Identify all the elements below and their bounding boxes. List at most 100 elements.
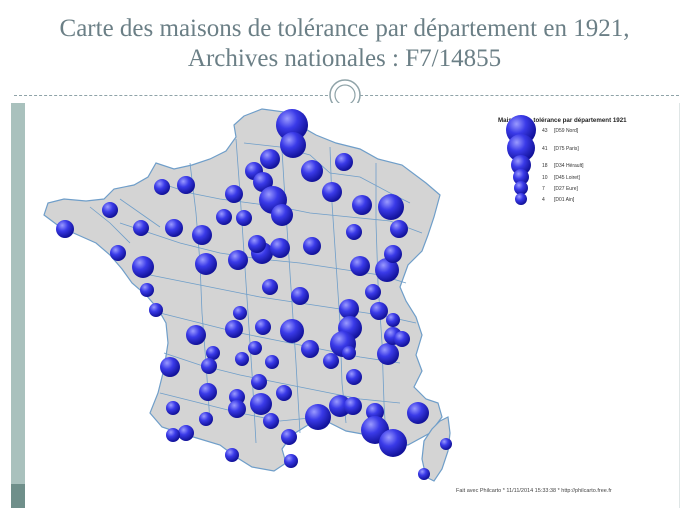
bubble-layer <box>56 109 452 480</box>
department-bubble <box>140 283 154 297</box>
department-bubble <box>132 256 154 278</box>
department-bubble <box>375 258 399 282</box>
legend-title: Maisons de tolérance par département 192… <box>498 117 627 124</box>
department-bubble <box>160 357 180 377</box>
department-bubble <box>225 320 243 338</box>
department-bubble <box>346 224 362 240</box>
department-bubble <box>440 438 452 450</box>
department-bubble <box>390 220 408 238</box>
department-bubble <box>342 346 356 360</box>
department-bubble <box>386 313 400 327</box>
legend-label: [D45 Loiret] <box>554 175 580 181</box>
department-bubble <box>195 253 217 275</box>
title-line-1: Carte des maisons de tolérance par dépar… <box>59 15 630 42</box>
legend-value: 43 <box>542 128 548 134</box>
department-bubble <box>248 341 262 355</box>
legend-bubble <box>507 134 535 162</box>
legend-label: [D01 Ain] <box>554 197 575 203</box>
slide-title: Carte des maisons de tolérance par dépar… <box>0 0 689 100</box>
department-bubble <box>236 210 252 226</box>
department-bubble <box>149 303 163 317</box>
department-bubble <box>216 209 232 225</box>
department-bubble <box>228 400 246 418</box>
department-bubble <box>178 425 194 441</box>
department-bubble <box>365 284 381 300</box>
circle-ornament-icon <box>329 79 361 111</box>
department-bubble <box>322 182 342 202</box>
department-bubble <box>271 204 293 226</box>
department-bubble <box>177 176 195 194</box>
department-bubble <box>280 319 304 343</box>
department-bubble <box>186 325 206 345</box>
department-bubble <box>291 287 309 305</box>
department-bubble <box>379 429 407 457</box>
department-bubble <box>248 235 266 253</box>
department-bubble <box>110 245 126 261</box>
department-bubble <box>270 238 290 258</box>
department-bubble <box>301 160 323 182</box>
legend-label: [D34 Hérault] <box>554 163 584 169</box>
department-bubble <box>394 331 410 347</box>
department-bubble <box>206 346 220 360</box>
map-svg: Maisons de tolérance par département 192… <box>43 108 627 494</box>
department-bubble <box>265 355 279 369</box>
department-bubble <box>344 397 362 415</box>
department-bubble <box>377 343 399 365</box>
department-bubble <box>133 220 149 236</box>
department-bubble <box>165 219 183 237</box>
legend-label: [D75 Paris] <box>554 146 579 152</box>
legend-label: [D27 Eure] <box>554 186 579 192</box>
department-bubble <box>339 299 359 319</box>
department-bubble <box>233 306 247 320</box>
department-bubble <box>384 245 402 263</box>
department-bubble <box>251 374 267 390</box>
department-bubble <box>378 194 404 220</box>
department-bubble <box>228 250 248 270</box>
department-bubble <box>370 302 388 320</box>
france-outline <box>43 108 443 472</box>
legend-label: [D59 Nord] <box>554 128 579 134</box>
title-line-2: Archives nationales : F7/14855 <box>187 45 502 72</box>
left-accent-bar <box>11 103 25 508</box>
department-bubble <box>407 402 429 424</box>
legend-bubble <box>514 181 528 195</box>
department-bubble <box>284 454 298 468</box>
map-credit: Fait avec Philcarto * 11/11/2014 15:33:3… <box>456 488 612 494</box>
department-bubble <box>250 393 272 415</box>
slide-frame <box>11 103 680 508</box>
legend-value: 18 <box>542 163 548 169</box>
department-bubble <box>192 225 212 245</box>
department-bubble <box>225 448 239 462</box>
department-bubble <box>201 358 217 374</box>
legend-bubble <box>513 169 529 185</box>
department-bubble <box>235 352 249 366</box>
department-bubble <box>154 179 170 195</box>
department-bubble <box>56 220 74 238</box>
department-bubble <box>199 412 213 426</box>
legend-value: 7 <box>542 186 545 192</box>
department-bubble <box>255 319 271 335</box>
department-bubble <box>352 195 372 215</box>
legend-bubble <box>515 193 527 205</box>
map-panel: Maisons de tolérance par département 192… <box>30 103 670 503</box>
department-bubble <box>199 383 217 401</box>
department-bubble <box>418 468 430 480</box>
department-bubble <box>335 153 353 171</box>
legend-value: 10 <box>542 175 548 181</box>
department-bubble <box>323 353 339 369</box>
department-bubble <box>276 109 308 141</box>
department-bubble <box>225 185 243 203</box>
map-legend: Maisons de tolérance par département 192… <box>498 115 627 205</box>
department-bubble <box>166 401 180 415</box>
corsica-outline <box>421 416 451 482</box>
legend-value: 4 <box>542 197 545 203</box>
department-bubble <box>366 403 384 421</box>
legend-value: 41 <box>542 146 548 152</box>
department-bubble <box>305 404 331 430</box>
department-bubble <box>262 279 278 295</box>
department-bubble <box>346 369 362 385</box>
department-bubble <box>301 340 319 358</box>
left-accent-bar-foot <box>11 484 25 508</box>
department-bubble <box>166 428 180 442</box>
department-bubble <box>263 413 279 429</box>
